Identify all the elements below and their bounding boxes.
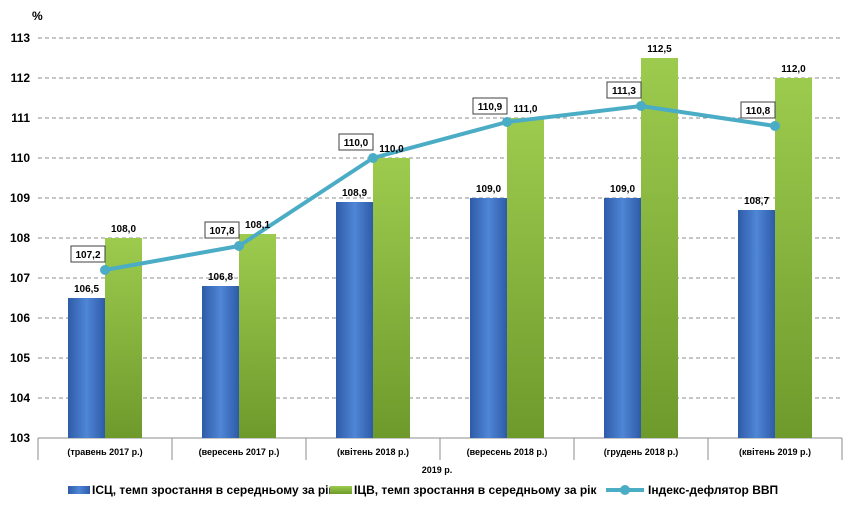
y-tick-label: 112 xyxy=(11,71,31,85)
x-tick-label: (грудень 2018 р.) xyxy=(604,447,679,457)
data-label-ics: 106,8 xyxy=(208,272,233,283)
y-tick-label: 110 xyxy=(11,151,31,165)
deflator-label-box xyxy=(70,245,106,263)
deflator-point xyxy=(502,117,512,127)
data-label-icv: 111,0 xyxy=(514,104,538,115)
y-tick-label: 105 xyxy=(10,351,30,365)
bar-icv xyxy=(641,58,678,438)
bar-ics xyxy=(202,286,239,438)
y-tick-label: 103 xyxy=(10,431,30,445)
deflator-label-box xyxy=(338,133,374,151)
bar-ics xyxy=(336,202,373,438)
data-label-ics: 109,0 xyxy=(476,184,501,195)
bars xyxy=(68,58,812,438)
data-label-deflator: 110,9 xyxy=(478,102,503,113)
data-label-icv: 112,0 xyxy=(781,64,806,75)
legend-label-ics: ІСЦ, темп зростання в середньому за рік xyxy=(92,483,335,497)
legend-swatch-icv xyxy=(330,486,352,494)
deflator-line xyxy=(100,101,780,275)
y-tick-label: 108 xyxy=(10,231,30,245)
x-tick-label: (вересень 2017 р.) xyxy=(199,447,280,457)
legend-label-deflator: Індекс-дефлятор ВВП xyxy=(648,483,778,497)
grid xyxy=(38,37,842,399)
y-tick-label: 109 xyxy=(10,191,30,205)
data-label-deflator: 111,3 xyxy=(612,86,636,97)
bar-ics xyxy=(604,198,641,438)
data-label-deflator: 107,2 xyxy=(75,250,100,261)
x-tick-label: (травень 2017 р.) xyxy=(67,447,142,457)
deflator-point xyxy=(636,101,646,111)
bar-icv xyxy=(775,78,812,438)
legend: ІСЦ, темп зростання в середньому за рік І… xyxy=(68,483,778,497)
legend-label-icv: ІЦВ, темп зростання в середньому за рік xyxy=(354,483,597,497)
deflator-series-line xyxy=(104,104,776,272)
bar-ics xyxy=(738,210,775,438)
data-label-ics: 108,9 xyxy=(342,188,367,199)
data-labels: 106,5 108,0 106,8 108,1 108,9 110,0 109,0 111,0… xyxy=(70,44,806,295)
legend-swatch-ics xyxy=(68,486,90,494)
y-axis: 103 104 105 106 107 108 109 110 111 112 113 xyxy=(10,31,30,445)
y-axis-label: % xyxy=(32,9,43,23)
deflator-point xyxy=(368,153,378,163)
deflator-label-box xyxy=(204,221,240,239)
data-label-deflator: 110,0 xyxy=(344,138,369,149)
y-tick-label: 104 xyxy=(10,391,30,405)
data-label-icv: 108,1 xyxy=(245,220,270,231)
data-label-deflator: 107,8 xyxy=(209,226,234,237)
deflator-label-box xyxy=(740,101,776,119)
x-axis-note: 2019 р. xyxy=(422,465,453,475)
x-tick-label: (квітень 2018 р.) xyxy=(337,447,409,457)
data-label-ics: 109,0 xyxy=(610,184,635,195)
bar-icv xyxy=(507,118,544,438)
deflator-point xyxy=(770,121,780,131)
data-label-icv: 110,0 xyxy=(379,144,404,155)
y-tick-label: 107 xyxy=(10,271,30,285)
data-label-icv: 112,5 xyxy=(647,44,672,55)
deflator-label-box xyxy=(606,81,642,99)
legend-marker-deflator xyxy=(620,485,630,495)
bar-icv xyxy=(373,158,410,438)
deflator-point xyxy=(234,241,244,251)
bar-ics xyxy=(470,198,507,438)
deflator-label-box xyxy=(472,97,508,115)
bar-ics xyxy=(68,298,105,438)
x-tick-label: (квітень 2019 р.) xyxy=(739,447,811,457)
bar-icv xyxy=(239,234,276,438)
x-axis: (травень 2017 р.) (вересень 2017 р.) (квіт… xyxy=(37,437,843,460)
y-tick-label: 111 xyxy=(11,111,30,125)
y-tick-label: 106 xyxy=(10,311,30,325)
data-label-ics: 106,5 xyxy=(74,284,99,295)
data-label-ics: 108,7 xyxy=(744,196,769,207)
data-label-icv: 108,0 xyxy=(111,224,136,235)
x-tick-label: (вересень 2018 р.) xyxy=(467,447,548,457)
deflator-point xyxy=(100,265,110,275)
y-tick-label: 113 xyxy=(11,31,31,45)
data-label-deflator: 110,8 xyxy=(746,106,771,117)
bar-icv xyxy=(105,238,142,438)
